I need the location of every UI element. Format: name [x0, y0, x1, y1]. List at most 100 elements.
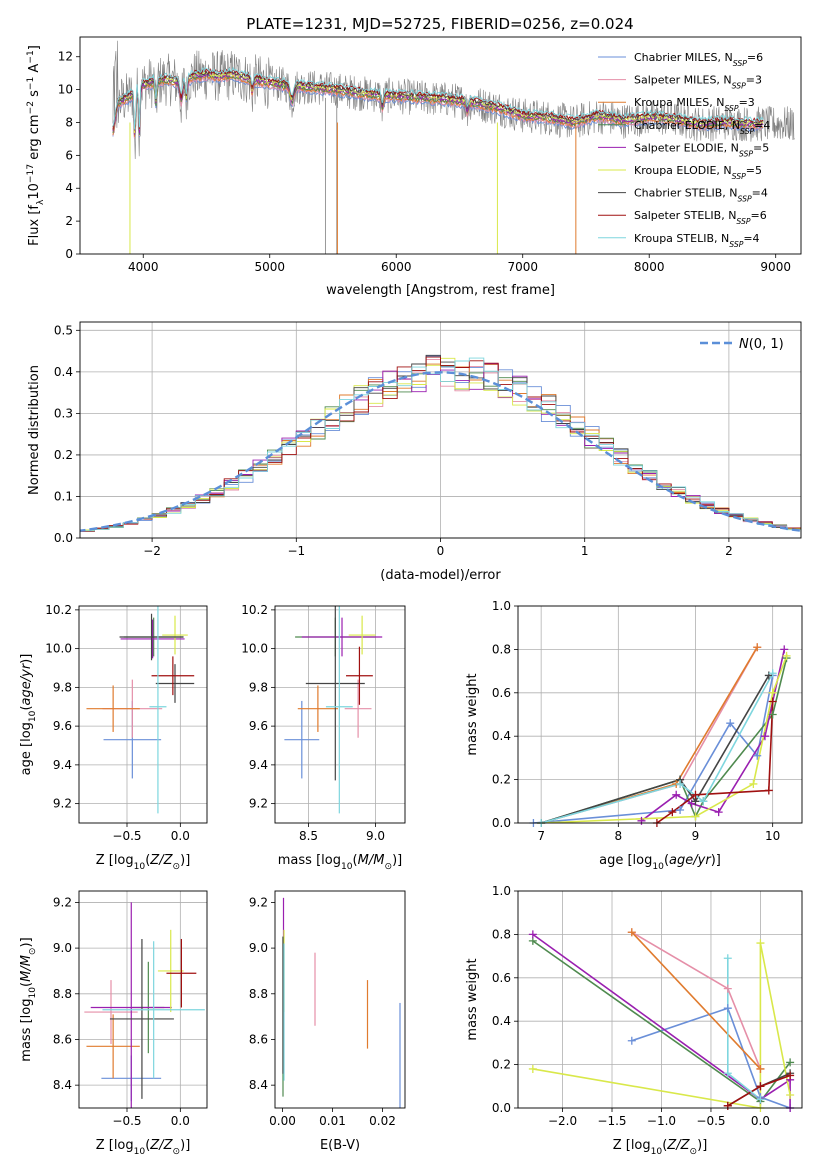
normal-curve	[80, 371, 801, 532]
plus-marker	[723, 1101, 732, 1110]
age_vs_Z-plot-area	[86, 606, 195, 814]
model-spectrum-line	[112, 66, 764, 130]
plus-marker	[726, 719, 735, 728]
x-tick-label: −1.5	[597, 1114, 626, 1128]
plus-marker	[714, 808, 723, 817]
x-tick-label: −0.5	[112, 1114, 141, 1128]
axes-frame	[78, 605, 208, 824]
y-tick-label: 10	[58, 83, 73, 97]
plus-marker	[723, 1004, 732, 1013]
spectrum-plot-area	[112, 40, 795, 254]
y-tick-label: 10.2	[241, 603, 268, 617]
x-tick-label: 0.01	[319, 1114, 346, 1128]
y-tick-label: 10.0	[45, 642, 72, 656]
x-tick-label: −0.5	[696, 1114, 725, 1128]
age_vs_Z-axes: −0.5 0.0 9.2 9.4 9.6 9.8 10.0 10.2 Z [log10(Z/Z⊙…	[19, 603, 208, 872]
plus-marker	[637, 816, 646, 825]
series-line	[641, 649, 786, 822]
x-axis-label: age [log10(age/yr)]	[599, 853, 721, 872]
plus-marker	[756, 1082, 765, 1091]
legend-entry: Kroupa MILES, NSSP=3	[634, 96, 755, 113]
x-tick-label: 8000	[634, 260, 665, 274]
x-axis-label: mass [log10(M/M⊙)]	[278, 853, 402, 872]
x-tick-label: 0.00	[269, 1114, 296, 1128]
x-tick-label: 0.0	[171, 829, 190, 843]
mass_vs_Z-axes: −0.5 0.0 8.4 8.6 8.8 9.0 9.2 Z [log10(Z/Z⊙)] mas…	[19, 890, 208, 1157]
y-tick-label: 8.4	[53, 1078, 72, 1092]
spectrum-axes: 4000 5000 6000 7000 8000 9000 0 2 4 6 8 10 12 wavelen…	[26, 36, 802, 298]
axes-frame	[274, 890, 406, 1109]
plus-marker	[768, 697, 777, 706]
y-tick-label: 1.0	[492, 599, 511, 613]
plus-marker	[723, 1069, 732, 1078]
axes-frame	[517, 890, 803, 1109]
legend-entry: Chabrier ELODIE, NSSP=4	[634, 119, 770, 136]
plus-marker	[749, 779, 758, 788]
legend-entry: Salpeter ELODIE, NSSP=5	[634, 141, 769, 158]
x-tick-label: 7	[537, 829, 545, 843]
plus-marker	[699, 797, 708, 806]
plus-marker	[668, 808, 677, 817]
y-tick-label: 0.1	[54, 489, 73, 503]
y-axis-label: age [log10(age/yr)]	[19, 654, 38, 776]
x-tick-label: 8.5	[299, 829, 318, 843]
plus-marker	[672, 790, 681, 799]
series-line	[631, 931, 761, 1070]
figure-title: PLATE=1231, MJD=52725, FIBERID=0256, z=0…	[246, 15, 633, 33]
x-tick-label: 10	[765, 829, 780, 843]
mass_vs_Z-plot-area	[84, 902, 205, 1108]
x-tick-label: 8	[615, 829, 623, 843]
y-tick-label: 2	[65, 214, 73, 228]
y-tick-label: 9.2	[53, 895, 72, 909]
plus-marker	[676, 805, 685, 814]
y-tick-label: 0.6	[492, 971, 511, 985]
legend-entry: Salpeter STELIB, NSSP=6	[634, 209, 767, 226]
y-tick-label: 0.2	[492, 773, 511, 787]
plus-marker	[756, 1095, 765, 1104]
axes-frame	[274, 605, 406, 824]
y-tick-label: 0.3	[54, 406, 73, 420]
mass_vs_EBV-plot-area	[282, 897, 401, 1108]
x-axis-label: Z [log10(Z/Z⊙)]	[96, 853, 191, 872]
x-tick-label: 6000	[381, 260, 412, 274]
plus-marker	[723, 984, 732, 993]
plus-marker	[768, 688, 777, 697]
y-tick-label: 0.8	[492, 927, 511, 941]
plus-marker	[676, 779, 685, 788]
axes-frame	[79, 321, 802, 539]
plus-marker	[786, 1058, 795, 1067]
legend-entry: Chabrier STELIB, NSSP=4	[634, 187, 768, 204]
y-tick-label: 10.2	[45, 603, 72, 617]
plus-marker	[691, 812, 700, 821]
y-tick-label: 9.2	[53, 797, 72, 811]
plus-marker	[723, 954, 732, 963]
x-tick-label: 9000	[760, 260, 791, 274]
y-tick-label: 6	[65, 148, 73, 162]
plus-marker	[760, 732, 769, 741]
axes-frame	[517, 605, 803, 824]
y-tick-label: 4	[65, 181, 73, 195]
y-tick-label: 0.2	[54, 448, 73, 462]
plus-marker	[768, 710, 777, 719]
model-spectrum-line	[112, 73, 764, 135]
y-tick-label: 9.4	[249, 758, 268, 772]
y-tick-label: 0.4	[492, 729, 511, 743]
x-tick-label: 4000	[128, 260, 159, 274]
mass_vs_EBV-axes: 0.00 0.01 0.02 8.4 8.6 8.8 9.0 9.2 E(B-V)	[249, 890, 406, 1153]
plus-marker	[528, 1064, 537, 1073]
x-tick-label: −2.0	[548, 1114, 577, 1128]
y-axis-label: mass weight	[465, 958, 480, 1040]
y-tick-label: 9.0	[249, 941, 268, 955]
y-tick-label: 9.2	[249, 895, 268, 909]
y-tick-label: 9.8	[53, 680, 72, 694]
plus-marker	[753, 751, 762, 760]
plus-marker	[691, 790, 700, 799]
y-axis-label: Normed distribution	[27, 365, 42, 495]
y-tick-label: 10.0	[241, 642, 268, 656]
y-tick-label: 8.6	[249, 1032, 268, 1046]
weight_vs_age-axes: 7 8 9 10 0.0 0.2 0.4 0.6 0.8 1.0 age [log10(age/yr…	[465, 599, 803, 872]
y-axis-label: mass weight	[465, 673, 480, 755]
y-tick-label: 0.8	[492, 642, 511, 656]
plus-marker	[786, 1071, 795, 1080]
weight_vs_Z-axes: −2.0 −1.5 −1.0 −0.5 0.0 0.0 0.2 0.4 0.6 0.8 1.0 Z […	[465, 884, 803, 1157]
